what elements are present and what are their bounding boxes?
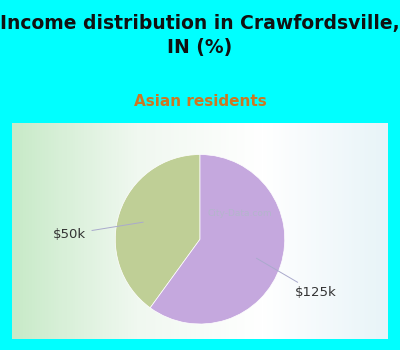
Text: $50k: $50k — [53, 222, 143, 240]
Wedge shape — [150, 155, 285, 324]
Text: City-Data.com: City-Data.com — [207, 209, 272, 218]
Text: $125k: $125k — [256, 258, 337, 300]
Wedge shape — [115, 155, 200, 308]
Text: Asian residents: Asian residents — [134, 94, 266, 110]
Text: Income distribution in Crawfordsville,
IN (%): Income distribution in Crawfordsville, I… — [0, 14, 400, 56]
